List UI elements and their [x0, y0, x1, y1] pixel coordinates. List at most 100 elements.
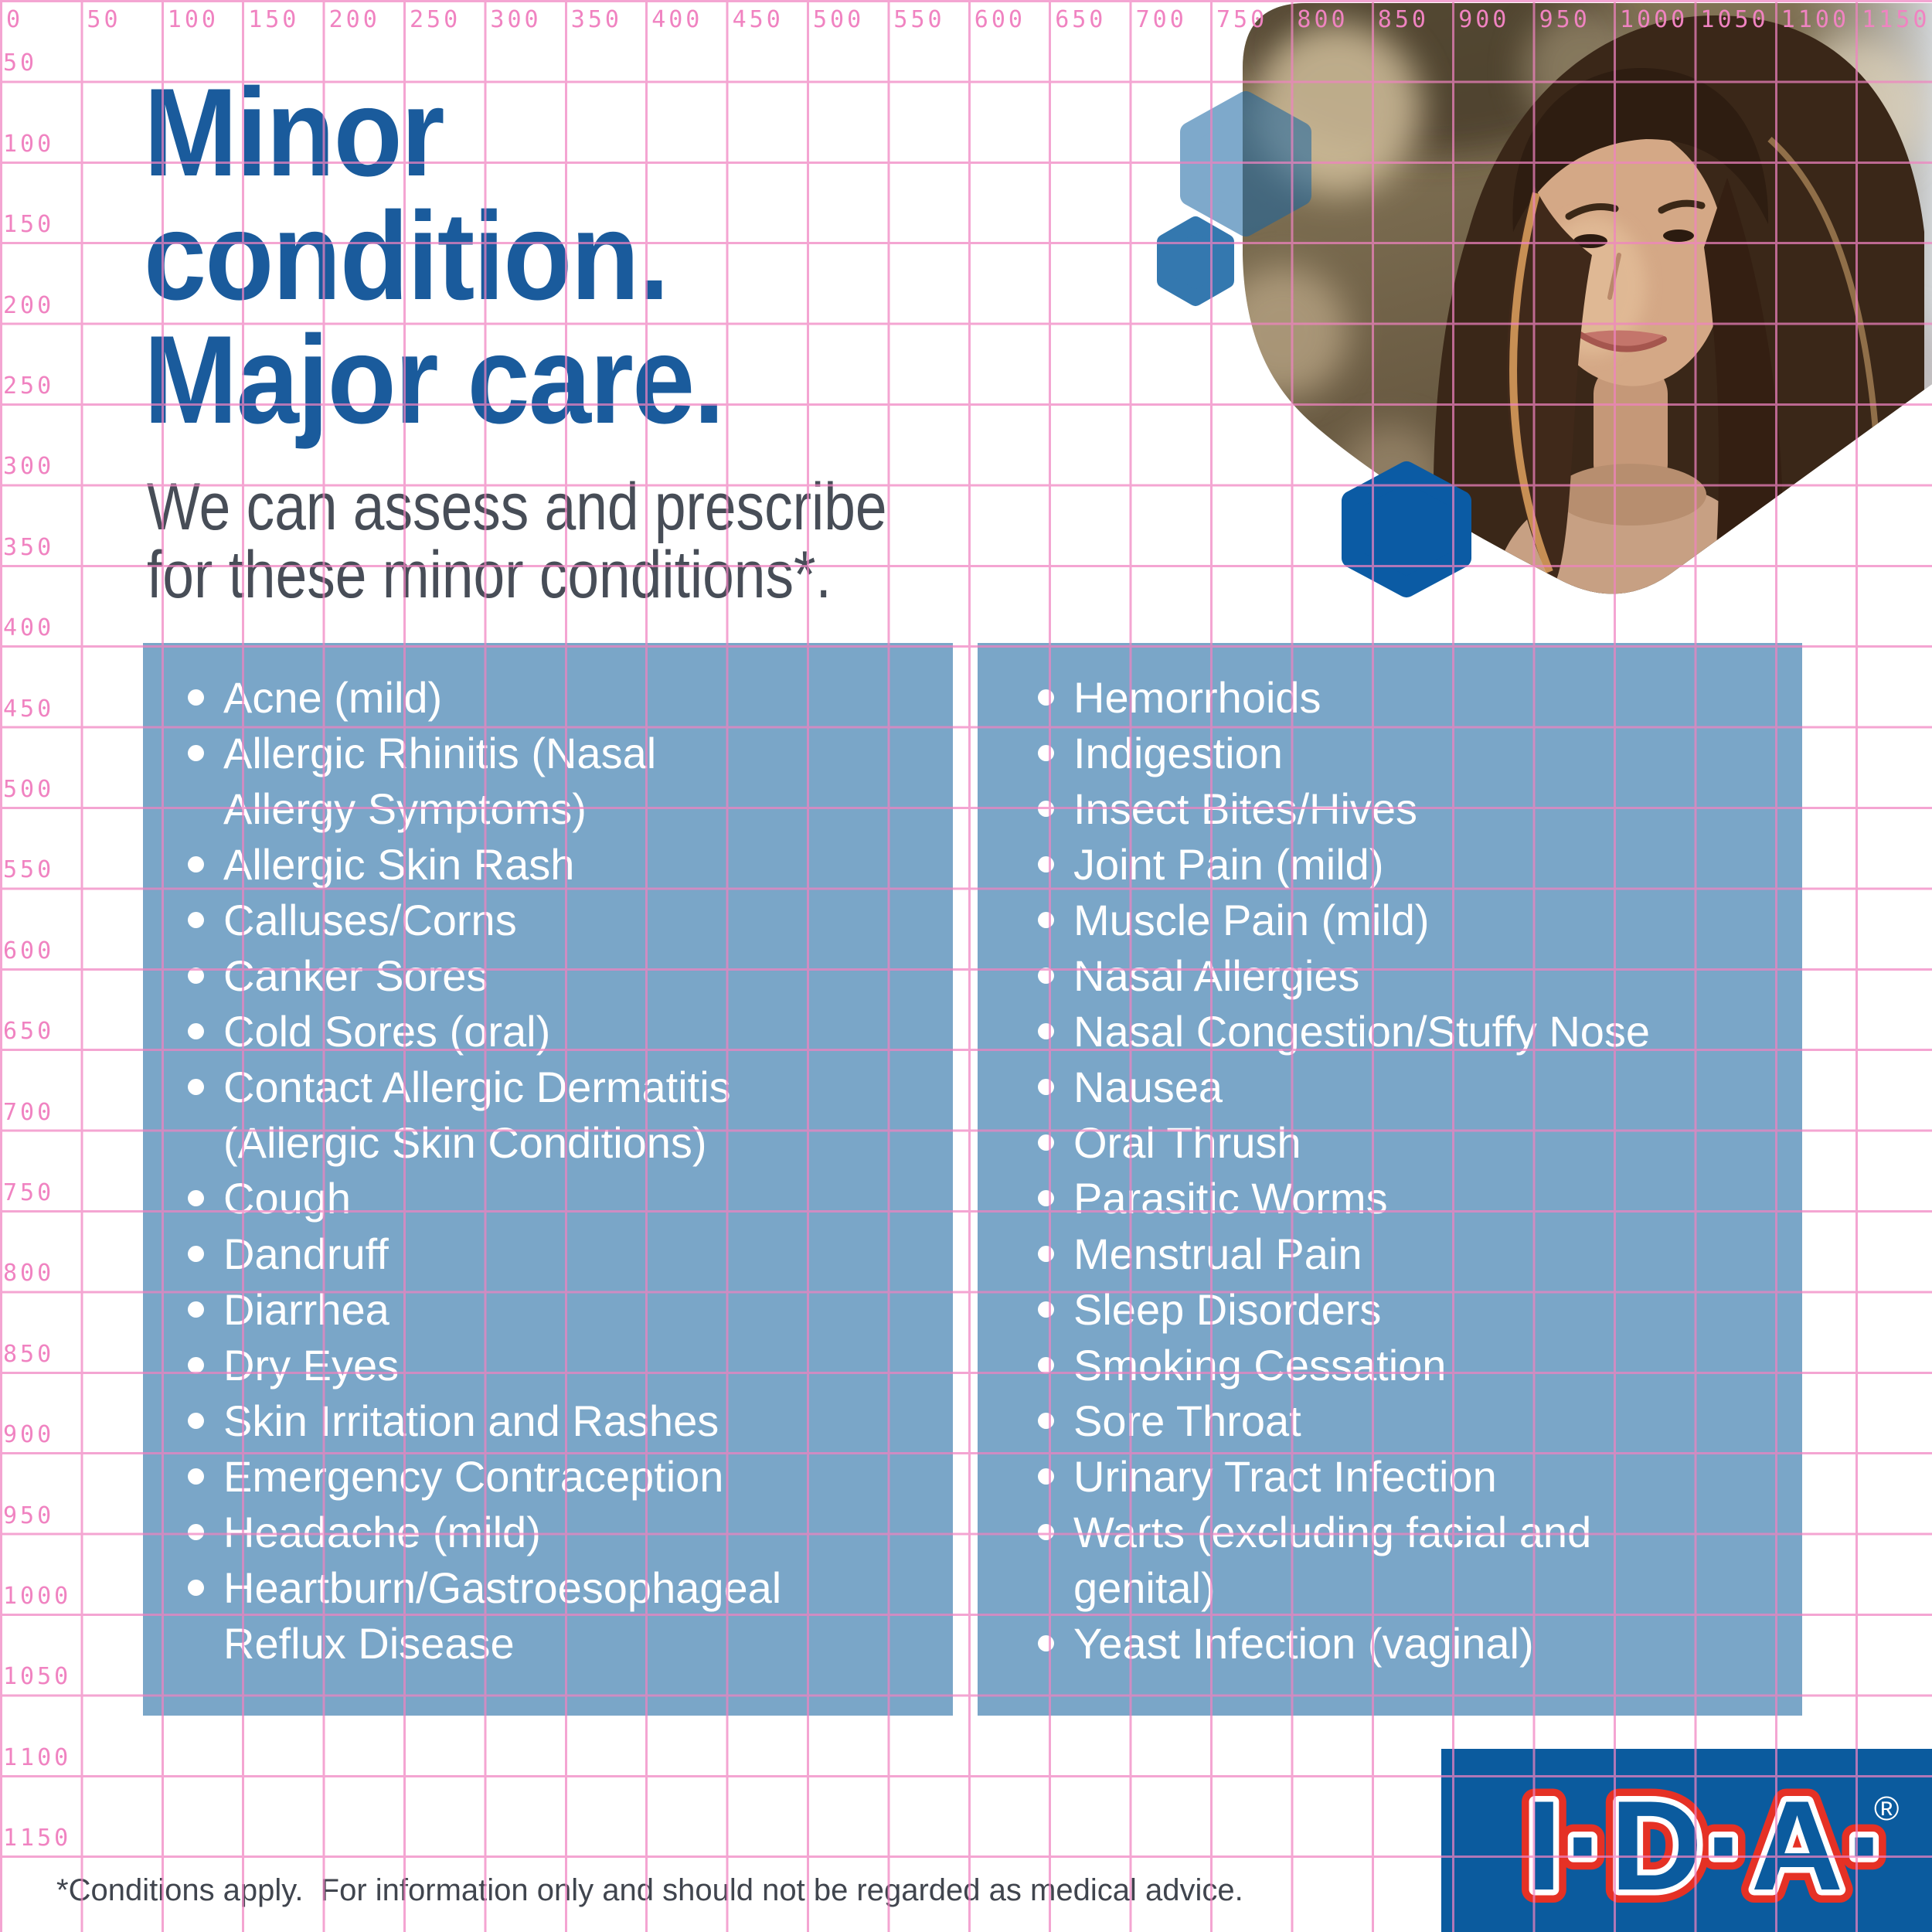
list-item-label: Warts (excluding facial and genital)	[1073, 1508, 1592, 1612]
ruler-label: 1050	[3, 1663, 72, 1691]
list-item: Warts (excluding facial and genital)	[993, 1505, 1779, 1616]
list-item: Yeast Infection (vaginal)	[993, 1616, 1779, 1672]
list-item: Acne (mild)	[143, 670, 930, 726]
ruler-label: 550	[893, 6, 945, 33]
bullet-icon	[188, 968, 204, 984]
ruler-label: 800	[3, 1260, 55, 1287]
bullet-icon	[1038, 689, 1054, 706]
list-item-label: Headache (mild)	[223, 1508, 541, 1556]
ruler-label: 450	[3, 695, 55, 723]
bullet-icon	[188, 745, 204, 761]
bullet-icon	[1038, 1079, 1054, 1095]
ruler-label: 0	[6, 6, 24, 33]
list-item: Calluses/Corns	[143, 893, 930, 948]
list-item-label: Heartburn/Gastroesophageal Reflux Diseas…	[223, 1563, 782, 1668]
page-title: Minor condition. Major care.	[144, 63, 725, 450]
list-item: Dry Eyes	[143, 1338, 930, 1393]
ida-logo-letters: I·D·A· I·D·A· ®	[1513, 1761, 1902, 1930]
bullet-icon	[188, 689, 204, 706]
list-item-label: Contact Allergic Dermatitis (Allergic Sk…	[223, 1063, 731, 1167]
bullet-icon	[1038, 801, 1054, 817]
list-item: Urinary Tract Infection	[993, 1449, 1779, 1505]
title-line-3: Major care.	[144, 310, 725, 450]
list-item: Cold Sores (oral)	[143, 1004, 930, 1060]
ruler-label: 850	[3, 1340, 55, 1368]
list-item-label: Skin Irritation and Rashes	[223, 1396, 719, 1445]
ruler-label: 300	[3, 453, 55, 481]
list-item-label: Allergic Skin Rash	[223, 840, 575, 889]
svg-text:I·D·A·: I·D·A·	[1526, 1774, 1892, 1917]
ruler-label: 150	[248, 6, 300, 33]
title-line-2: condition.	[144, 186, 669, 326]
registered-mark: ®	[1874, 1790, 1899, 1828]
bullet-icon	[1038, 856, 1054, 872]
list-item-label: Sleep Disorders	[1073, 1285, 1382, 1334]
ruler-label: 400	[3, 614, 55, 642]
ruler-label: 300	[490, 6, 542, 33]
list-item: Menstrual Pain	[993, 1226, 1779, 1282]
bullet-icon	[1038, 1635, 1054, 1651]
conditions-panel-left: Acne (mild) Allergic Rhinitis (Nasal Alle…	[143, 643, 953, 1716]
list-item: Nasal Congestion/Stuffy Nose	[993, 1004, 1779, 1060]
ruler-label: 600	[974, 6, 1026, 33]
ruler-label: 50	[3, 49, 38, 77]
list-item-label: Nasal Allergies	[1073, 951, 1360, 1000]
ruler-label: 200	[3, 291, 55, 319]
bullet-icon	[1038, 1190, 1054, 1206]
list-item-label: Diarrhea	[223, 1285, 389, 1334]
list-item-label: Allergic Rhinitis (Nasal Allergy Symptom…	[223, 729, 657, 833]
bullet-icon	[1038, 1023, 1054, 1039]
ruler-label: 650	[3, 1018, 55, 1046]
disclaimer-text: *Conditions apply. For information only …	[56, 1873, 1243, 1907]
list-item: Cough	[143, 1171, 930, 1226]
list-item-label: Dry Eyes	[223, 1341, 400, 1389]
list-item: Smoking Cessation	[993, 1338, 1779, 1393]
ruler-label: 650	[1055, 6, 1107, 33]
hero-photo	[1121, 0, 1932, 896]
hexagon-mid-icon	[1157, 216, 1234, 306]
ruler-label: 1150	[3, 1825, 72, 1852]
title-line-1: Minor	[144, 63, 445, 202]
ruler-label: 100	[3, 130, 55, 158]
ruler-label: 950	[3, 1502, 55, 1529]
hexagon-dark-icon	[1342, 461, 1471, 597]
bullet-icon	[1038, 912, 1054, 928]
ruler-label: 150	[3, 211, 55, 239]
bullet-icon	[188, 1301, 204, 1318]
ruler-label: 1000	[3, 1583, 72, 1610]
bullet-icon	[188, 1524, 204, 1540]
bullet-icon	[188, 912, 204, 928]
ruler-label: 750	[3, 1179, 55, 1206]
list-item-label: Emergency Contraception	[223, 1452, 724, 1501]
list-item: Allergic Skin Rash	[143, 837, 930, 893]
subtitle: We can assess and prescribe for these mi…	[147, 473, 887, 609]
list-item: Allergic Rhinitis (Nasal Allergy Symptom…	[143, 726, 930, 837]
list-item-label: Parasitic Worms	[1073, 1174, 1388, 1223]
bullet-icon	[1038, 1246, 1054, 1262]
bullet-icon	[1038, 1468, 1054, 1485]
ruler-label: 250	[410, 6, 461, 33]
bullet-icon	[1038, 1524, 1054, 1540]
list-item-label: Smoking Cessation	[1073, 1341, 1447, 1389]
list-item-label: Nausea	[1073, 1063, 1223, 1111]
bullet-icon	[188, 1246, 204, 1262]
ruler-label: 350	[3, 533, 55, 561]
ruler-label: 600	[3, 937, 55, 964]
ida-logo: I·D·A· I·D·A· ®	[1441, 1749, 1932, 1932]
subtitle-line-2: for these minor conditions*.	[147, 538, 832, 612]
list-item-label: Urinary Tract Infection	[1073, 1452, 1497, 1501]
ruler-label: 400	[651, 6, 703, 33]
list-item: Sleep Disorders	[993, 1282, 1779, 1338]
conditions-list-left: Acne (mild) Allergic Rhinitis (Nasal Alle…	[143, 643, 953, 1672]
list-item: Contact Allergic Dermatitis (Allergic Sk…	[143, 1060, 930, 1171]
list-item-label: Muscle Pain (mild)	[1073, 896, 1430, 944]
ruler-label: 50	[87, 6, 121, 33]
list-item: Parasitic Worms	[993, 1171, 1779, 1226]
bullet-icon	[188, 1580, 204, 1596]
bullet-icon	[188, 1190, 204, 1206]
list-item-label: Oral Thrush	[1073, 1118, 1301, 1167]
ruler-label: 500	[813, 6, 865, 33]
list-item-label: Dandruff	[223, 1230, 389, 1278]
list-item-label: Nasal Congestion/Stuffy Nose	[1073, 1007, 1651, 1056]
list-item-label: Calluses/Corns	[223, 896, 517, 944]
